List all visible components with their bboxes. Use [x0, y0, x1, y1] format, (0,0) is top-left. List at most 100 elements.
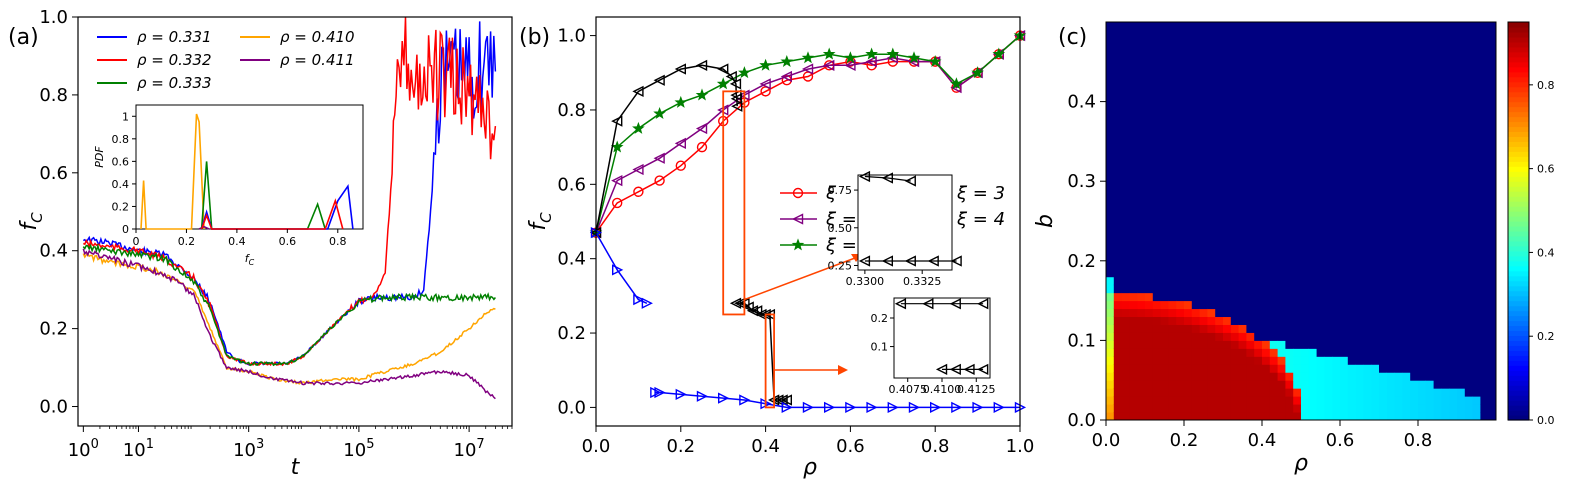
- heatmap-cell: [1184, 213, 1193, 222]
- heatmap-cell: [1254, 284, 1263, 294]
- inset-series-marker: [881, 172, 894, 184]
- heatmap-cell: [1371, 213, 1380, 222]
- heatmap-cell: [1176, 396, 1185, 405]
- heatmap-cell: [1371, 181, 1380, 190]
- heatmap-cell: [1464, 101, 1474, 111]
- heatmap-cell: [1441, 101, 1450, 111]
- heatmap-cell: [1472, 77, 1481, 87]
- heatmap-cell: [1160, 276, 1169, 286]
- heatmap-cell: [1379, 53, 1388, 63]
- heatmap-cell: [1129, 61, 1138, 71]
- colorbar-segment: [1508, 51, 1529, 58]
- heatmap-cell: [1379, 117, 1388, 126]
- heatmap-cell: [1449, 85, 1458, 95]
- heatmap-cell: [1363, 300, 1372, 310]
- heatmap-cell: [1262, 29, 1271, 39]
- heatmap-cell: [1394, 22, 1403, 31]
- heatmap-cell: [1293, 29, 1302, 39]
- heatmap-cell: [1223, 292, 1232, 302]
- heatmap-cell: [1168, 93, 1177, 103]
- heatmap-cell: [1418, 22, 1427, 31]
- heatmap-cell: [1324, 396, 1333, 405]
- heatmap-cell: [1129, 149, 1138, 158]
- heatmap-cell: [1371, 221, 1380, 230]
- heatmap-cell: [1152, 77, 1162, 87]
- series-marker: [801, 51, 815, 64]
- heatmap-cell: [1145, 396, 1154, 405]
- heatmap-cell: [1347, 276, 1357, 286]
- heatmap-cell: [1472, 53, 1481, 63]
- heatmap-cell: [1363, 109, 1372, 119]
- heatmap-cell: [1480, 412, 1489, 421]
- heatmap-cell: [1168, 268, 1177, 278]
- heatmap-cell: [1433, 404, 1442, 413]
- heatmap-cell: [1418, 300, 1427, 310]
- heatmap-cell: [1371, 276, 1380, 286]
- heatmap-cell: [1223, 93, 1232, 103]
- heatmap-cell: [1457, 29, 1466, 39]
- heatmap-cell: [1277, 292, 1286, 302]
- colorbar-segment: [1508, 156, 1529, 162]
- heatmap-cell: [1402, 45, 1411, 55]
- heatmap-cell: [1394, 284, 1403, 294]
- series-marker: [739, 394, 751, 406]
- heatmap-cell: [1308, 268, 1318, 278]
- heatmap-cell: [1347, 165, 1357, 174]
- heatmap-cell: [1106, 61, 1115, 71]
- heatmap-cell: [1394, 53, 1403, 63]
- heatmap-cell: [1145, 109, 1154, 119]
- heatmap-cell: [1191, 165, 1201, 174]
- heatmap-cell: [1176, 332, 1185, 341]
- heatmap-cell: [1191, 77, 1201, 87]
- heatmap-cell: [1386, 276, 1396, 286]
- y-axis-label: fC: [526, 212, 555, 231]
- heatmap-cell: [1480, 380, 1489, 389]
- heatmap-cell: [1418, 396, 1427, 405]
- heatmap-cell: [1262, 380, 1271, 389]
- heatmap-cell: [1160, 324, 1169, 333]
- heatmap-cell: [1386, 22, 1396, 31]
- heatmap-cell: [1262, 93, 1271, 103]
- heatmap-cell: [1121, 22, 1130, 31]
- heatmap-cell: [1480, 37, 1489, 47]
- heatmap-cell: [1215, 157, 1224, 166]
- heatmap-cell: [1113, 372, 1123, 381]
- heatmap-cell: [1152, 228, 1162, 238]
- heatmap-cell: [1402, 117, 1411, 126]
- heatmap-cell: [1418, 133, 1427, 142]
- heatmap-cell: [1129, 300, 1138, 310]
- series-marker: [801, 63, 814, 75]
- heatmap-cell: [1480, 221, 1489, 230]
- heatmap-cell: [1418, 324, 1427, 333]
- heatmap-cell: [1418, 412, 1427, 421]
- heatmap-cell: [1168, 109, 1177, 119]
- colorbar-segment: [1508, 235, 1529, 242]
- heatmap-cell: [1472, 213, 1481, 222]
- heatmap-cell: [1152, 340, 1162, 349]
- heatmap-cell: [1121, 189, 1130, 198]
- heatmap-cell: [1363, 380, 1372, 389]
- heatmap-cell: [1386, 292, 1396, 302]
- heatmap-cell: [1324, 244, 1333, 254]
- y-axis-label: b: [1033, 214, 1058, 228]
- heatmap-cell: [1316, 101, 1325, 111]
- heatmap-cell: [1464, 244, 1474, 254]
- heatmap-cell: [1464, 61, 1474, 71]
- heatmap-cell: [1363, 324, 1372, 333]
- heatmap-cell: [1433, 205, 1442, 214]
- heatmap-cell: [1340, 197, 1349, 206]
- heatmap-cell: [1316, 260, 1325, 270]
- heatmap-cell: [1402, 197, 1411, 206]
- heatmap-cell: [1285, 388, 1294, 397]
- inset-series-marker: [858, 255, 871, 267]
- heatmap-cell: [1215, 356, 1224, 365]
- heatmap-cell: [1293, 260, 1302, 270]
- heatmap-cell: [1262, 125, 1271, 134]
- heatmap-cell: [1129, 228, 1138, 238]
- heatmap-cell: [1184, 53, 1193, 63]
- heatmap-cell: [1418, 109, 1427, 119]
- heatmap-cell: [1160, 260, 1169, 270]
- heatmap-cell: [1293, 221, 1302, 230]
- colorbar-segment: [1508, 26, 1529, 33]
- heatmap-cell: [1371, 141, 1380, 150]
